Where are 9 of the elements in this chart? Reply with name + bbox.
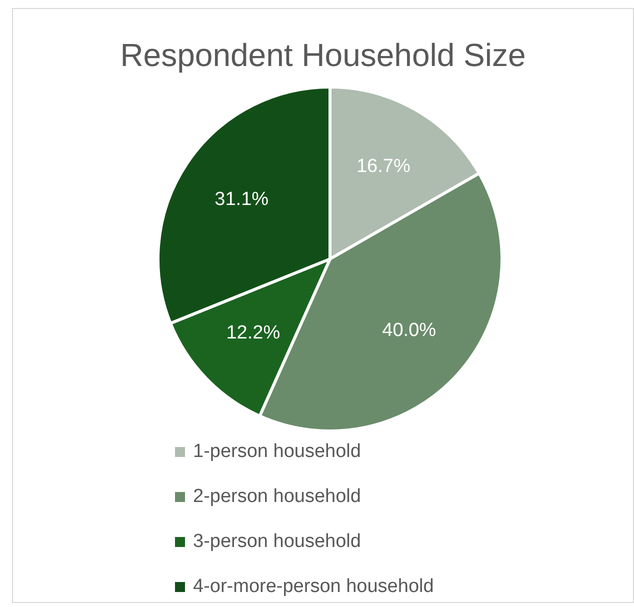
- legend-label: 3-person household: [193, 530, 361, 552]
- data-label: 12.2%: [226, 322, 280, 344]
- data-label: 16.7%: [356, 156, 410, 178]
- legend-label: 1-person household: [193, 440, 361, 462]
- chart-title: Respondent Household Size: [119, 37, 527, 74]
- legend-label: 2-person household: [193, 486, 361, 508]
- legend-label: 4-or-more-person household: [193, 576, 434, 598]
- data-label: 31.1%: [214, 188, 269, 210]
- data-label: 40.0%: [382, 320, 436, 342]
